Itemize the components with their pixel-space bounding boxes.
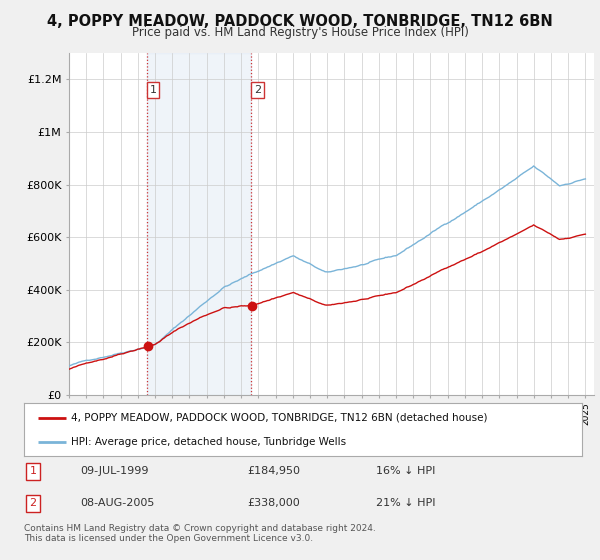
Text: 09-JUL-1999: 09-JUL-1999	[80, 466, 148, 476]
Text: Contains HM Land Registry data © Crown copyright and database right 2024.
This d: Contains HM Land Registry data © Crown c…	[24, 524, 376, 543]
Text: £184,950: £184,950	[247, 466, 300, 476]
Text: HPI: Average price, detached house, Tunbridge Wells: HPI: Average price, detached house, Tunb…	[71, 437, 347, 447]
Text: 16% ↓ HPI: 16% ↓ HPI	[376, 466, 435, 476]
Text: 4, POPPY MEADOW, PADDOCK WOOD, TONBRIDGE, TN12 6BN (detached house): 4, POPPY MEADOW, PADDOCK WOOD, TONBRIDGE…	[71, 413, 488, 423]
Text: 1: 1	[149, 85, 157, 95]
Text: Price paid vs. HM Land Registry's House Price Index (HPI): Price paid vs. HM Land Registry's House …	[131, 26, 469, 39]
Text: 4, POPPY MEADOW, PADDOCK WOOD, TONBRIDGE, TN12 6BN: 4, POPPY MEADOW, PADDOCK WOOD, TONBRIDGE…	[47, 14, 553, 29]
Text: 2: 2	[29, 498, 37, 508]
Text: 1: 1	[29, 466, 37, 476]
Text: 2: 2	[254, 85, 261, 95]
Text: £338,000: £338,000	[247, 498, 300, 508]
Text: 08-AUG-2005: 08-AUG-2005	[80, 498, 154, 508]
Text: 21% ↓ HPI: 21% ↓ HPI	[376, 498, 435, 508]
Bar	[147, 53, 251, 395]
